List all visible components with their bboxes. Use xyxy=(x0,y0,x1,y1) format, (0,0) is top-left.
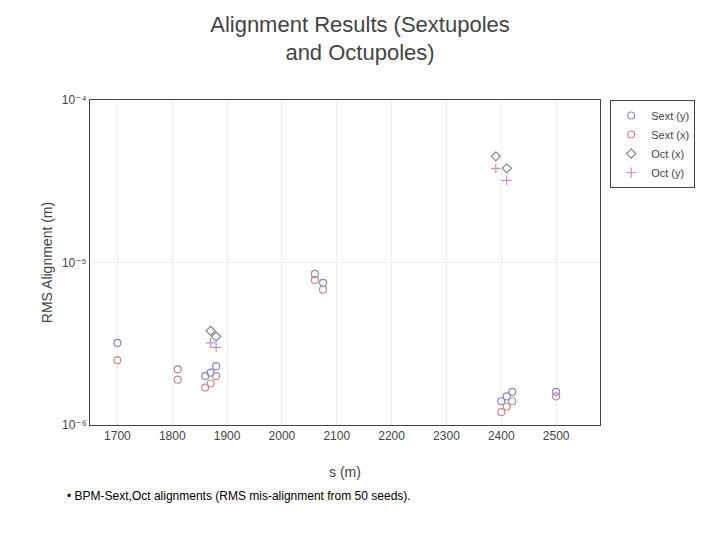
svg-text:2300: 2300 xyxy=(433,429,460,443)
svg-text:• BPM-Sext,Oct alignments (RMS: • BPM-Sext,Oct alignments (RMS mis-align… xyxy=(67,489,411,503)
svg-text:2500: 2500 xyxy=(543,429,570,443)
svg-text:1700: 1700 xyxy=(104,429,131,443)
svg-text:RMS Alignment (m): RMS Alignment (m) xyxy=(39,202,55,323)
svg-text:10⁻⁶: 10⁻⁶ xyxy=(62,418,87,432)
svg-text:10⁻⁴: 10⁻⁴ xyxy=(62,93,87,107)
svg-text:Oct (x): Oct (x) xyxy=(651,148,684,160)
svg-text:1900: 1900 xyxy=(214,429,241,443)
svg-text:Oct (y): Oct (y) xyxy=(651,167,684,179)
svg-text:2100: 2100 xyxy=(323,429,350,443)
svg-text:s (m): s (m) xyxy=(329,464,361,480)
svg-text:2000: 2000 xyxy=(269,429,296,443)
svg-text:2400: 2400 xyxy=(488,429,515,443)
svg-text:10⁻⁵: 10⁻⁵ xyxy=(62,256,87,270)
svg-text:Sext (y): Sext (y) xyxy=(651,110,689,122)
svg-text:2200: 2200 xyxy=(378,429,405,443)
svg-text:Sext (x): Sext (x) xyxy=(651,129,689,141)
svg-text:Alignment Results (Sextupolesa: Alignment Results (Sextupolesand Octupol… xyxy=(210,12,510,66)
svg-text:1800: 1800 xyxy=(159,429,186,443)
